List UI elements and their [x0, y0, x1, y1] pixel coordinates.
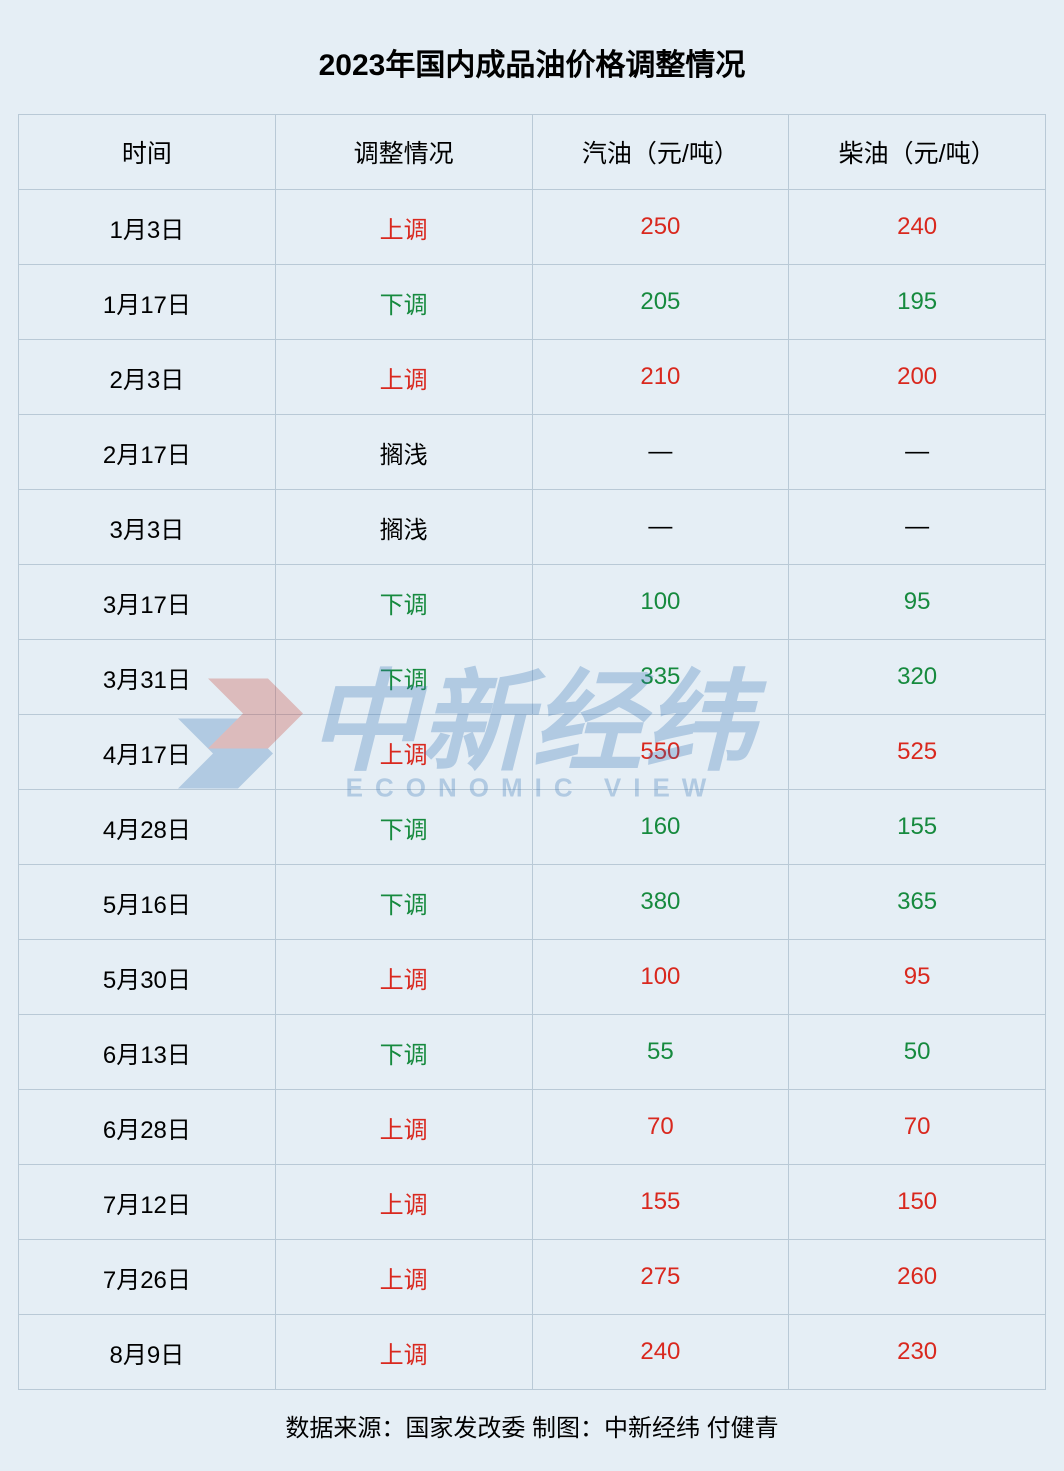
date-cell: 4月28日	[19, 790, 276, 864]
diesel-cell: 240	[789, 190, 1045, 264]
gasoline-cell: —	[533, 415, 790, 489]
diesel-cell: 95	[789, 565, 1045, 639]
gasoline-cell: 210	[533, 340, 790, 414]
diesel-cell: 155	[789, 790, 1045, 864]
diesel-cell: 260	[789, 1240, 1045, 1314]
diesel-cell: 150	[789, 1165, 1045, 1239]
gasoline-cell: 250	[533, 190, 790, 264]
page-container: 2023年国内成品油价格调整情况 时间 调整情况 汽油（元/吨） 柴油（元/吨）…	[0, 0, 1064, 1471]
status-cell: 上调	[276, 1240, 533, 1314]
status-cell: 上调	[276, 1165, 533, 1239]
status-cell: 上调	[276, 1090, 533, 1164]
gasoline-cell: 335	[533, 640, 790, 714]
gasoline-cell: 240	[533, 1315, 790, 1389]
gasoline-cell: 380	[533, 865, 790, 939]
date-cell: 1月17日	[19, 265, 276, 339]
status-cell: 上调	[276, 340, 533, 414]
table-row: 2月3日上调210200	[19, 340, 1045, 415]
diesel-cell: 195	[789, 265, 1045, 339]
status-cell: 下调	[276, 1015, 533, 1089]
gasoline-cell: 275	[533, 1240, 790, 1314]
table-row: 7月26日上调275260	[19, 1240, 1045, 1315]
table-row: 4月28日下调160155	[19, 790, 1045, 865]
gasoline-cell: 205	[533, 265, 790, 339]
date-cell: 7月12日	[19, 1165, 276, 1239]
date-cell: 6月28日	[19, 1090, 276, 1164]
date-cell: 8月9日	[19, 1315, 276, 1389]
table-row: 1月3日上调250240	[19, 190, 1045, 265]
status-cell: 上调	[276, 940, 533, 1014]
col-status-header: 调整情况	[276, 115, 533, 189]
page-title: 2023年国内成品油价格调整情况	[18, 18, 1046, 114]
table-row: 2月17日搁浅——	[19, 415, 1045, 490]
diesel-cell: 365	[789, 865, 1045, 939]
diesel-cell: 95	[789, 940, 1045, 1014]
diesel-cell: —	[789, 490, 1045, 564]
status-cell: 下调	[276, 565, 533, 639]
date-cell: 5月16日	[19, 865, 276, 939]
status-cell: 下调	[276, 790, 533, 864]
status-cell: 上调	[276, 190, 533, 264]
date-cell: 6月13日	[19, 1015, 276, 1089]
status-cell: 下调	[276, 265, 533, 339]
data-source-footer: 数据来源：国家发改委 制图：中新经纬 付健青	[18, 1390, 1046, 1453]
date-cell: 3月3日	[19, 490, 276, 564]
gasoline-cell: 100	[533, 565, 790, 639]
gasoline-cell: 550	[533, 715, 790, 789]
date-cell: 3月17日	[19, 565, 276, 639]
table-row: 3月31日下调335320	[19, 640, 1045, 715]
diesel-cell: 320	[789, 640, 1045, 714]
date-cell: 2月3日	[19, 340, 276, 414]
diesel-cell: 70	[789, 1090, 1045, 1164]
table-row: 4月17日上调550525	[19, 715, 1045, 790]
table-header-row: 时间 调整情况 汽油（元/吨） 柴油（元/吨）	[19, 115, 1045, 190]
table-row: 5月30日上调10095	[19, 940, 1045, 1015]
table-row: 1月17日下调205195	[19, 265, 1045, 340]
date-cell: 7月26日	[19, 1240, 276, 1314]
status-cell: 搁浅	[276, 490, 533, 564]
table-row: 3月17日下调10095	[19, 565, 1045, 640]
status-cell: 上调	[276, 715, 533, 789]
gasoline-cell: 70	[533, 1090, 790, 1164]
table-row: 7月12日上调155150	[19, 1165, 1045, 1240]
diesel-cell: 50	[789, 1015, 1045, 1089]
table-row: 5月16日下调380365	[19, 865, 1045, 940]
gasoline-cell: 155	[533, 1165, 790, 1239]
table-row: 3月3日搁浅——	[19, 490, 1045, 565]
gasoline-cell: 160	[533, 790, 790, 864]
status-cell: 上调	[276, 1315, 533, 1389]
table-row: 6月28日上调7070	[19, 1090, 1045, 1165]
diesel-cell: 230	[789, 1315, 1045, 1389]
date-cell: 5月30日	[19, 940, 276, 1014]
gasoline-cell: 55	[533, 1015, 790, 1089]
gasoline-cell: —	[533, 490, 790, 564]
date-cell: 4月17日	[19, 715, 276, 789]
diesel-cell: 525	[789, 715, 1045, 789]
diesel-cell: 200	[789, 340, 1045, 414]
status-cell: 搁浅	[276, 415, 533, 489]
col-gasoline-header: 汽油（元/吨）	[533, 115, 790, 189]
date-cell: 2月17日	[19, 415, 276, 489]
date-cell: 1月3日	[19, 190, 276, 264]
diesel-cell: —	[789, 415, 1045, 489]
col-diesel-header: 柴油（元/吨）	[789, 115, 1045, 189]
col-date-header: 时间	[19, 115, 276, 189]
date-cell: 3月31日	[19, 640, 276, 714]
table-row: 8月9日上调240230	[19, 1315, 1045, 1389]
table-row: 6月13日下调5550	[19, 1015, 1045, 1090]
status-cell: 下调	[276, 640, 533, 714]
gasoline-cell: 100	[533, 940, 790, 1014]
status-cell: 下调	[276, 865, 533, 939]
price-table: 时间 调整情况 汽油（元/吨） 柴油（元/吨） 1月3日上调2502401月17…	[18, 114, 1046, 1390]
